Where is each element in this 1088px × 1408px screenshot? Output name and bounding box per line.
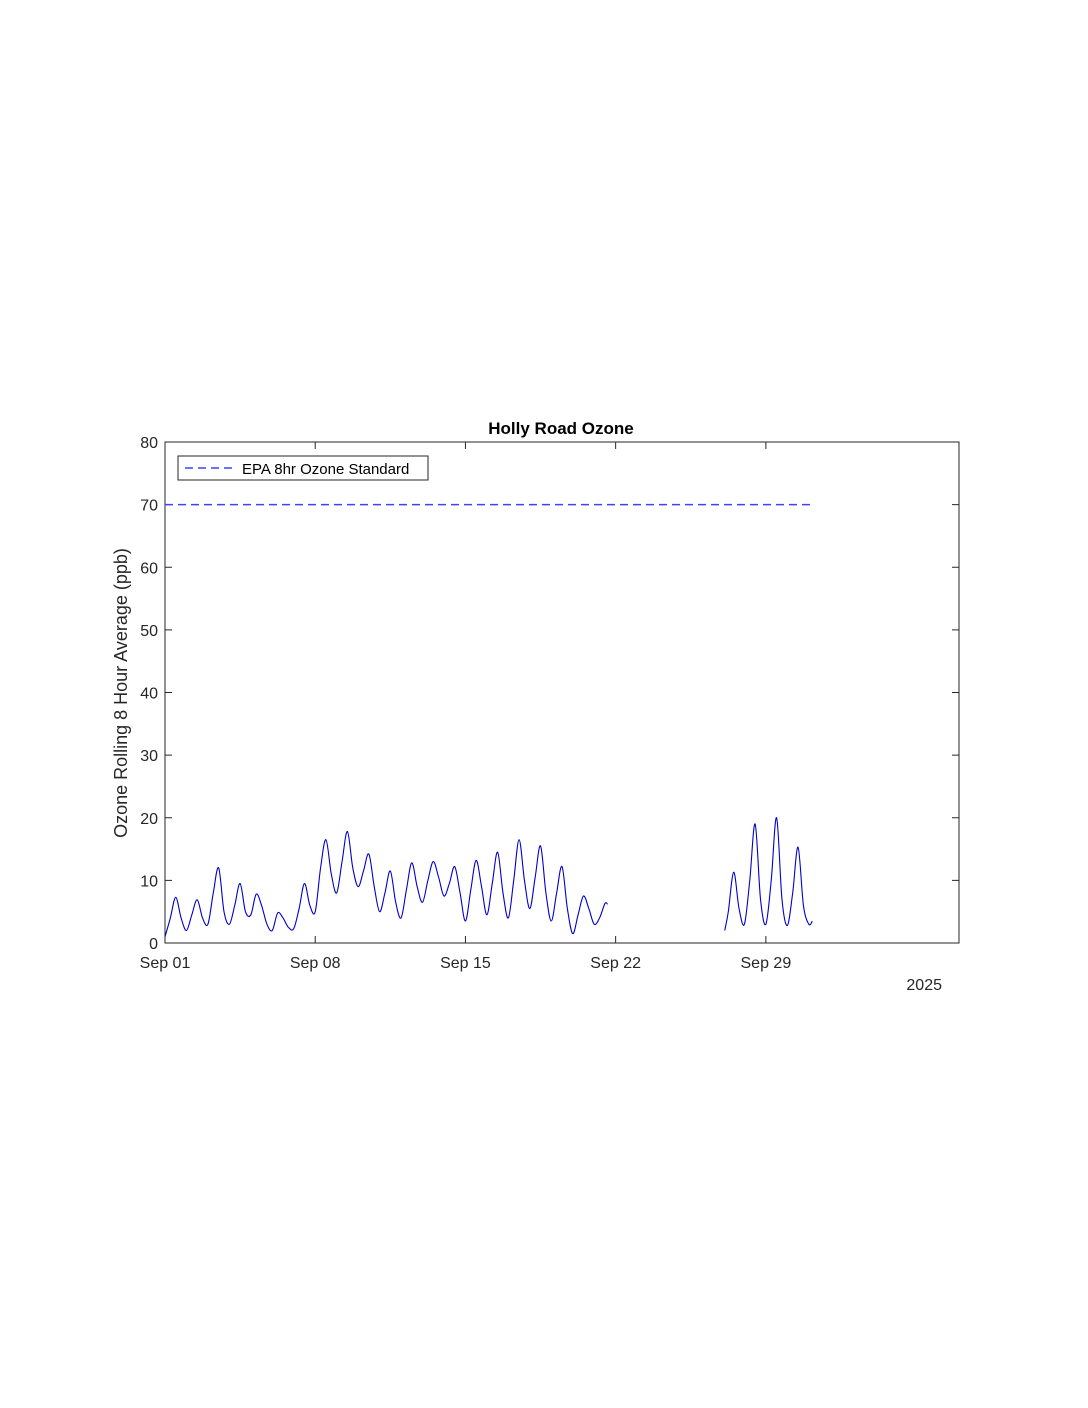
axes: 0 10 20 30 40 50 60 70 80 Sep 01 Sep 08 Sep 15 Sep 2… (140, 435, 960, 972)
year-label: 2025 (906, 977, 942, 994)
y-tick-label: 80 (140, 435, 158, 452)
y-tick-label: 0 (149, 936, 158, 953)
x-tick-label: Sep 08 (290, 955, 341, 972)
chart-title: Holly Road Ozone (488, 419, 633, 438)
ozone-series-line (724, 817, 813, 931)
y-axis-label: Ozone Rolling 8 Hour Average (ppb) (111, 548, 131, 838)
x-tick-label: Sep 22 (590, 955, 641, 972)
legend-label-epa-standard: EPA 8hr Ozone Standard (242, 461, 409, 478)
y-tick-label: 70 (140, 498, 158, 515)
y-tick-label: 40 (140, 686, 158, 703)
x-tick-label: Sep 29 (741, 955, 792, 972)
legend-box (177, 455, 429, 481)
y-tick-label: 60 (140, 560, 158, 577)
legend: EPA 8hr Ozone Standard (177, 455, 429, 481)
y-tick-label: 50 (140, 623, 158, 640)
x-tick-label: Sep 01 (140, 955, 191, 972)
y-tick-label: 30 (140, 748, 158, 765)
x-tick-label: Sep 15 (440, 955, 491, 972)
y-tick-label: 20 (140, 811, 158, 828)
y-tick-label: 10 (140, 873, 158, 890)
ozone-series-line (164, 830, 608, 937)
plot-area (164, 503, 813, 937)
